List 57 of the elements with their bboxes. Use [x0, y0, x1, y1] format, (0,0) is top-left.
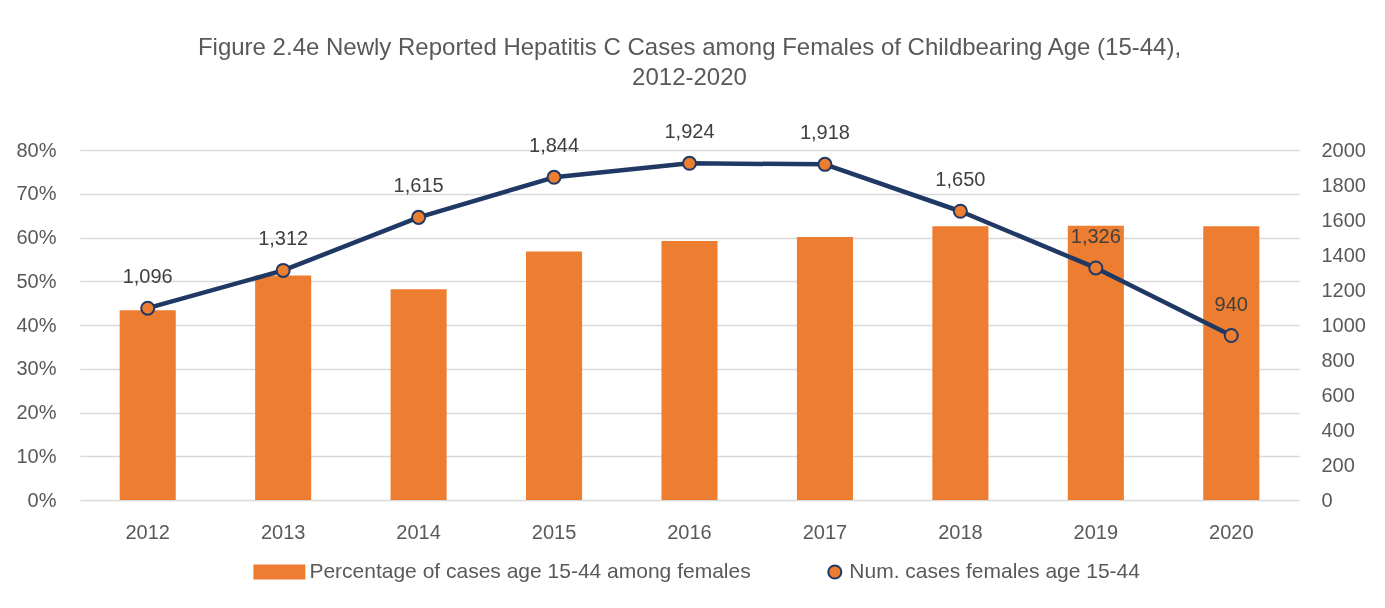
y2-tick-label: 1800	[1321, 173, 1366, 196]
y2-tick-label: 1000	[1321, 313, 1366, 336]
point	[546, 169, 562, 185]
data-label: 940	[1214, 292, 1248, 315]
data-label: 1,096	[122, 265, 173, 288]
point	[817, 156, 833, 172]
point	[681, 155, 698, 171]
y2-tick-label: 0	[1321, 488, 1333, 511]
y2-tick-label: 1600	[1321, 208, 1366, 231]
bar	[932, 226, 989, 500]
y2-tick-label: 800	[1321, 348, 1355, 371]
point	[1088, 260, 1104, 276]
point	[411, 209, 427, 225]
y2-tick-label: 200	[1321, 453, 1355, 476]
x-tick-label: 2015	[531, 520, 577, 543]
point	[952, 203, 968, 219]
point	[140, 300, 156, 316]
x-tick-label: 2013	[260, 520, 306, 543]
y-tick-label: 0%	[27, 488, 57, 511]
x-tick-label: 2017	[802, 520, 848, 543]
y-tick-label: 60%	[16, 226, 57, 248]
data-label: 1,918	[799, 121, 850, 144]
data-label: 1,312	[258, 227, 309, 250]
data-label: 1,844	[529, 134, 580, 157]
data-label: 1,326	[1070, 224, 1121, 247]
x-tick-label: 2016	[667, 520, 712, 543]
data-label: 1,650	[935, 168, 986, 191]
legend-label: Num. cases females age 15-44	[849, 559, 1141, 582]
y2-tick-label: 1200	[1321, 278, 1366, 301]
y-tick-label: 80%	[16, 138, 57, 161]
x-tick-label: 2014	[396, 520, 441, 543]
y-tick-label: 70%	[16, 182, 57, 205]
chart-title: Figure 2.4e Newly Reported Hepatitis C Cases among Females of Childbearing Age (15-44), 2012-2020	[197, 33, 1182, 91]
y-tick-label: 20%	[16, 401, 57, 423]
y-tick-label: 50%	[16, 269, 57, 292]
legend-label: Percentage of cases age 15-44 among females	[309, 559, 751, 583]
y2-tick-label: 2000	[1321, 138, 1366, 161]
bar	[390, 289, 447, 500]
bar	[1067, 225, 1124, 500]
data-label: 1,924	[664, 120, 715, 143]
bar	[526, 251, 583, 500]
x-tick-label: 2012	[125, 520, 170, 543]
y-tick-label: 30%	[16, 357, 57, 380]
point	[275, 262, 291, 278]
data-label: 1,615	[393, 174, 444, 197]
y-tick-label: 40%	[16, 313, 57, 336]
point	[1223, 327, 1239, 344]
y2-tick-label: 400	[1321, 418, 1355, 441]
y2-tick-label: 600	[1321, 383, 1355, 406]
x-tick-label: 2018	[938, 520, 983, 543]
x-tick-label: 2019	[1073, 520, 1119, 543]
x-tick-label: 2020	[1209, 520, 1254, 543]
bar	[796, 237, 853, 500]
y2-tick-label: 1400	[1321, 243, 1366, 266]
bar	[661, 241, 718, 500]
bar	[1203, 226, 1260, 500]
y-tick-label: 10%	[16, 444, 57, 467]
